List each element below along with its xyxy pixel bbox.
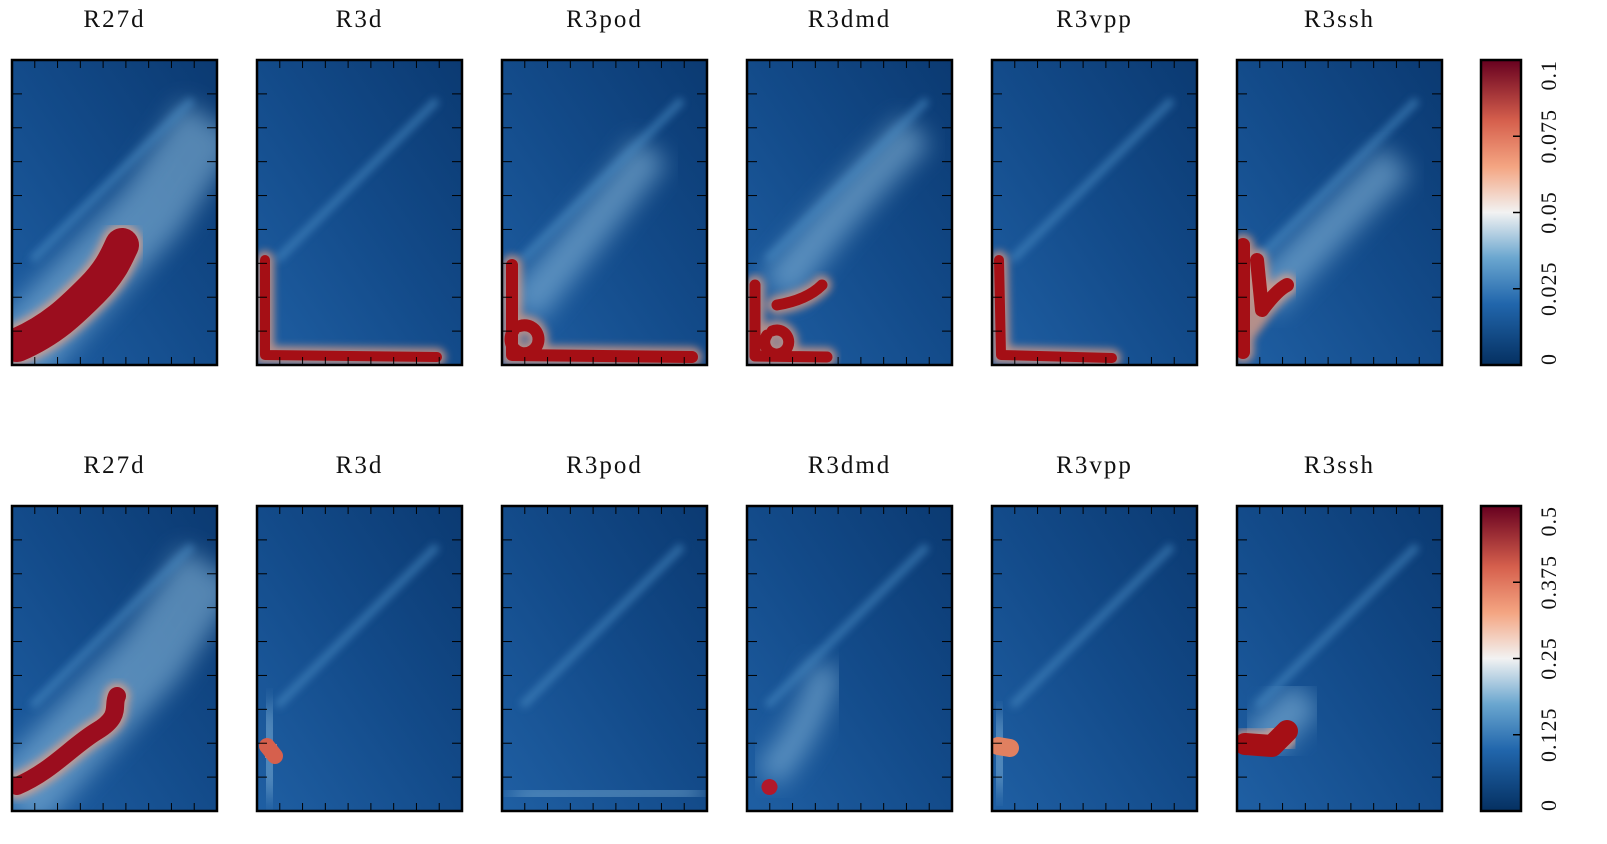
colorbar-tick-label: 0.1 (1536, 60, 1561, 91)
panel-frame (10, 504, 219, 813)
colorbar-tick-label: 0.075 (1536, 109, 1561, 164)
colorbar-tick-label: 0 (1536, 353, 1561, 365)
heatmap (255, 58, 464, 367)
colorbar-tick-label: 0.5 (1536, 506, 1561, 537)
heatmap-streak (274, 97, 440, 263)
panel-frame (255, 504, 464, 813)
colorbar-tick-label: 0.125 (1536, 708, 1561, 763)
heatmap-hotspot (504, 259, 698, 363)
panel-title: R3pod (566, 452, 643, 479)
panel-frame (745, 504, 954, 813)
panel-title: R3pod (566, 6, 643, 33)
heatmap-streak (1009, 97, 1175, 263)
panel-title: R3d (336, 452, 384, 479)
heatmap (990, 504, 1199, 813)
colorbar-tick-label: 0.05 (1536, 191, 1561, 234)
heatmap-glow (511, 780, 703, 807)
heatmap (500, 504, 709, 813)
heatmap-glow (756, 661, 842, 787)
heatmap-field (257, 60, 462, 365)
heatmap (1235, 504, 1444, 813)
colorbar-tick-label: 0.375 (1536, 555, 1561, 610)
panel-title: R27d (83, 6, 145, 33)
heatmap (10, 58, 219, 367)
heatmap (745, 504, 954, 813)
heatmap-streak (1254, 543, 1420, 709)
heatmap (990, 58, 1199, 367)
heatmap (1235, 58, 1444, 367)
panel-frame (10, 58, 219, 367)
heatmap-field (747, 506, 952, 811)
panel-title: R3ssh (1304, 6, 1375, 33)
colorbar-tick-label: 0.025 (1536, 262, 1561, 317)
panel-frame (990, 504, 1199, 813)
heatmap-field (257, 506, 462, 811)
panel-frame (255, 58, 464, 367)
heatmap-hotspot (12, 228, 139, 362)
heatmap-streak (1009, 543, 1175, 709)
heatmap-hotspot (992, 737, 1019, 757)
panel-frame (1235, 504, 1444, 813)
heatmap (500, 58, 709, 367)
panel-title: R3vpp (1056, 6, 1133, 33)
panel-title: R3dmd (808, 452, 892, 479)
heatmap-streak (519, 543, 685, 709)
panel-frame (745, 58, 954, 367)
colorbar-tick-label: 0 (1536, 799, 1561, 811)
heatmap-hotspot (1237, 720, 1298, 757)
panel-frame (1235, 58, 1444, 367)
panel-frame (990, 58, 1199, 367)
heatmap-field (992, 60, 1197, 365)
heatmap (255, 504, 464, 813)
heatmap-field (12, 506, 217, 811)
heatmap-streak (29, 543, 195, 709)
colorbar-tick-label: 0.25 (1536, 637, 1561, 680)
heatmap-field (502, 60, 707, 365)
heatmap-hotspot (12, 687, 126, 795)
panel-title: R3vpp (1056, 452, 1133, 479)
heatmap-field (1237, 506, 1442, 811)
heatmap (745, 58, 954, 367)
heatmap-field (747, 60, 952, 365)
heatmap-field (992, 506, 1197, 811)
heatmap-streak (764, 97, 930, 263)
heatmap-hotspot (259, 738, 283, 764)
panel-title: R3d (336, 6, 384, 33)
heatmap-field (12, 60, 217, 365)
heatmap-hotspot (994, 255, 1117, 363)
panel-frame (500, 504, 709, 813)
heatmap-hotspot (749, 279, 833, 363)
heatmap-streak (519, 97, 685, 263)
heatmap (10, 504, 219, 813)
heatmap-glow (506, 137, 668, 324)
heatmap-streak (274, 543, 440, 709)
heatmap-hotspot (260, 255, 442, 362)
panel-title: R27d (83, 452, 145, 479)
heatmap-hotspot (761, 779, 778, 795)
heatmap-field (502, 506, 707, 811)
panel-title: R3dmd (808, 6, 892, 33)
colorbar (1479, 58, 1523, 367)
panel-title: R3ssh (1304, 452, 1375, 479)
panel-frame (500, 58, 709, 367)
heatmap-streak (764, 543, 930, 709)
heatmap-glow (761, 115, 932, 303)
heatmap-streak (29, 97, 195, 263)
heatmap-streak (1254, 97, 1420, 263)
heatmap-field (1237, 60, 1442, 365)
